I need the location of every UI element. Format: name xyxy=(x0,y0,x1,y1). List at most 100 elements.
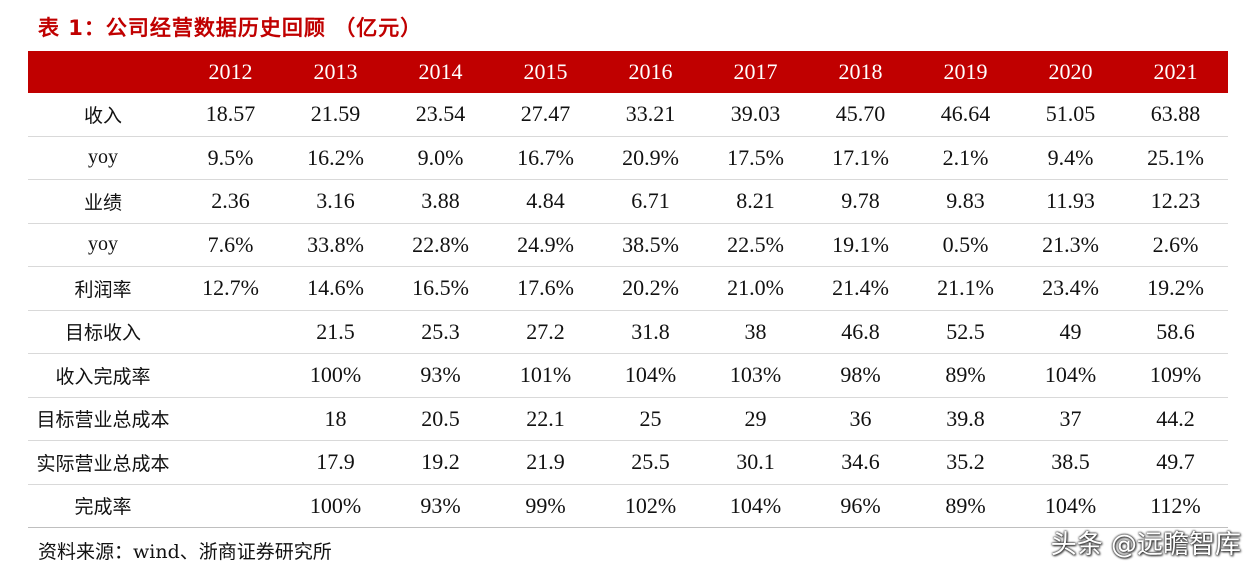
header-year: 2017 xyxy=(733,59,778,84)
table-cell: 34.6 xyxy=(808,440,913,485)
source-note: 资料来源：wind、浙商证券研究所 xyxy=(38,541,332,563)
table-cell: 9.4% xyxy=(1018,136,1123,180)
row-label: 收入 xyxy=(28,93,178,137)
table-cell: 22.1 xyxy=(493,397,598,441)
table-cell: 20.9% xyxy=(598,136,703,180)
table-cell: 51.05 xyxy=(1018,93,1123,137)
table-cell: 38 xyxy=(703,310,808,354)
table-title: 表 1：公司经营数据历史回顾 （亿元） xyxy=(38,16,423,40)
table-cell: 9.83 xyxy=(913,179,1018,224)
table-cell: 37 xyxy=(1018,397,1123,441)
table-cell: 25.1% xyxy=(1123,136,1228,180)
table-cell: 17.6% xyxy=(493,266,598,311)
header-year: 2014 xyxy=(418,59,463,84)
table-cell: 22.5% xyxy=(703,223,808,267)
table-cell: 33.8% xyxy=(283,223,388,267)
table-cell xyxy=(178,440,283,485)
table-cell: 17.1% xyxy=(808,136,913,180)
row-label: 收入完成率 xyxy=(28,353,178,398)
table-cell: 23.54 xyxy=(388,93,493,137)
header-row: 2012 2013 2014 2015 2016 2017 2018 2019 … xyxy=(28,51,1228,93)
table-cell: 93% xyxy=(388,353,493,398)
table-cell: 112% xyxy=(1123,484,1228,528)
table-cell: 52.5 xyxy=(913,310,1018,354)
row-label: 目标营业总成本 xyxy=(28,397,178,441)
table-row: 收入 18.57 21.59 23.54 27.47 33.21 39.03 45.70 46.… xyxy=(28,93,1228,137)
table-cell: 0.5% xyxy=(913,223,1018,267)
table-cell: 9.0% xyxy=(388,136,493,180)
table-cell: 19.2% xyxy=(1123,266,1228,311)
table-cell: 99% xyxy=(493,484,598,528)
table-row: 利润率 12.7% 14.6% 16.5% 17.6% 20.2% 21.0% 21.4% 21… xyxy=(28,266,1228,311)
table-cell: 100% xyxy=(283,353,388,398)
table-cell: 19.1% xyxy=(808,223,913,267)
row-label: 目标收入 xyxy=(28,310,178,354)
header-year: 2012 xyxy=(208,59,253,84)
table-cell: 38.5% xyxy=(598,223,703,267)
table-cell: 6.71 xyxy=(598,179,703,224)
header-year: 2021 xyxy=(1153,59,1198,84)
table-cell: 3.88 xyxy=(388,179,493,224)
table-cell: 18.57 xyxy=(178,93,283,137)
table-cell: 98% xyxy=(808,353,913,398)
table-cell: 20.2% xyxy=(598,266,703,311)
table-row: 收入完成率 100% 93% 101% 104% 103% 98% 89% 104% 109% xyxy=(28,353,1228,398)
row-label: yoy xyxy=(28,223,178,267)
header-year: 2015 xyxy=(523,59,568,84)
table-cell xyxy=(178,353,283,398)
header-year: 2020 xyxy=(1048,59,1093,84)
table-cell: 4.84 xyxy=(493,179,598,224)
table-cell: 17.9 xyxy=(283,440,388,485)
table-cell xyxy=(178,310,283,354)
table-cell: 19.2 xyxy=(388,440,493,485)
table-cell: 21.59 xyxy=(283,93,388,137)
table-cell: 46.64 xyxy=(913,93,1018,137)
table-cell: 21.1% xyxy=(913,266,1018,311)
table-cell: 101% xyxy=(493,353,598,398)
table-cell: 103% xyxy=(703,353,808,398)
row-label: 利润率 xyxy=(28,266,178,311)
table-cell: 12.7% xyxy=(178,266,283,311)
table-cell: 7.6% xyxy=(178,223,283,267)
table-cell xyxy=(178,484,283,528)
header-year: 2016 xyxy=(628,59,673,84)
table-cell: 18 xyxy=(283,397,388,441)
table-row: 完成率 100% 93% 99% 102% 104% 96% 89% 104% 112% xyxy=(28,484,1228,528)
row-label: 业绩 xyxy=(28,179,178,224)
table-cell: 14.6% xyxy=(283,266,388,311)
table-row: yoy 7.6% 33.8% 22.8% 24.9% 38.5% 22.5% 19.1% 0.5… xyxy=(28,223,1228,267)
table-cell: 63.88 xyxy=(1123,93,1228,137)
table-row: 实际营业总成本 17.9 19.2 21.9 25.5 30.1 34.6 35.2 38.5 4… xyxy=(28,440,1228,485)
table-cell: 9.78 xyxy=(808,179,913,224)
table-cell: 104% xyxy=(1018,353,1123,398)
table-cell: 20.5 xyxy=(388,397,493,441)
header-year: 2018 xyxy=(838,59,883,84)
table-cell: 3.16 xyxy=(283,179,388,224)
table-cell: 39.03 xyxy=(703,93,808,137)
table-cell: 21.4% xyxy=(808,266,913,311)
table-cell: 27.47 xyxy=(493,93,598,137)
table-cell: 21.3% xyxy=(1018,223,1123,267)
table-row: yoy 9.5% 16.2% 9.0% 16.7% 20.9% 17.5% 17.1% 2.1%… xyxy=(28,136,1228,180)
table-cell: 8.21 xyxy=(703,179,808,224)
table-cell: 29 xyxy=(703,397,808,441)
table-cell: 21.0% xyxy=(703,266,808,311)
table-cell: 109% xyxy=(1123,353,1228,398)
table-cell: 2.36 xyxy=(178,179,283,224)
table-row: 目标收入 21.5 25.3 27.2 31.8 38 46.8 52.5 49 58.6 xyxy=(28,310,1228,354)
table-cell: 36 xyxy=(808,397,913,441)
table-cell: 24.9% xyxy=(493,223,598,267)
table-cell: 89% xyxy=(913,484,1018,528)
table-cell: 58.6 xyxy=(1123,310,1228,354)
table-cell: 21.5 xyxy=(283,310,388,354)
header-corner xyxy=(28,51,178,93)
table-cell: 93% xyxy=(388,484,493,528)
table-cell: 16.2% xyxy=(283,136,388,180)
table-cell: 45.70 xyxy=(808,93,913,137)
table-cell: 9.5% xyxy=(178,136,283,180)
table-cell: 104% xyxy=(703,484,808,528)
table-cell: 17.5% xyxy=(703,136,808,180)
table-cell: 30.1 xyxy=(703,440,808,485)
table-body: 收入 18.57 21.59 23.54 27.47 33.21 39.03 45.70 46.… xyxy=(28,93,1228,528)
table-cell: 33.21 xyxy=(598,93,703,137)
